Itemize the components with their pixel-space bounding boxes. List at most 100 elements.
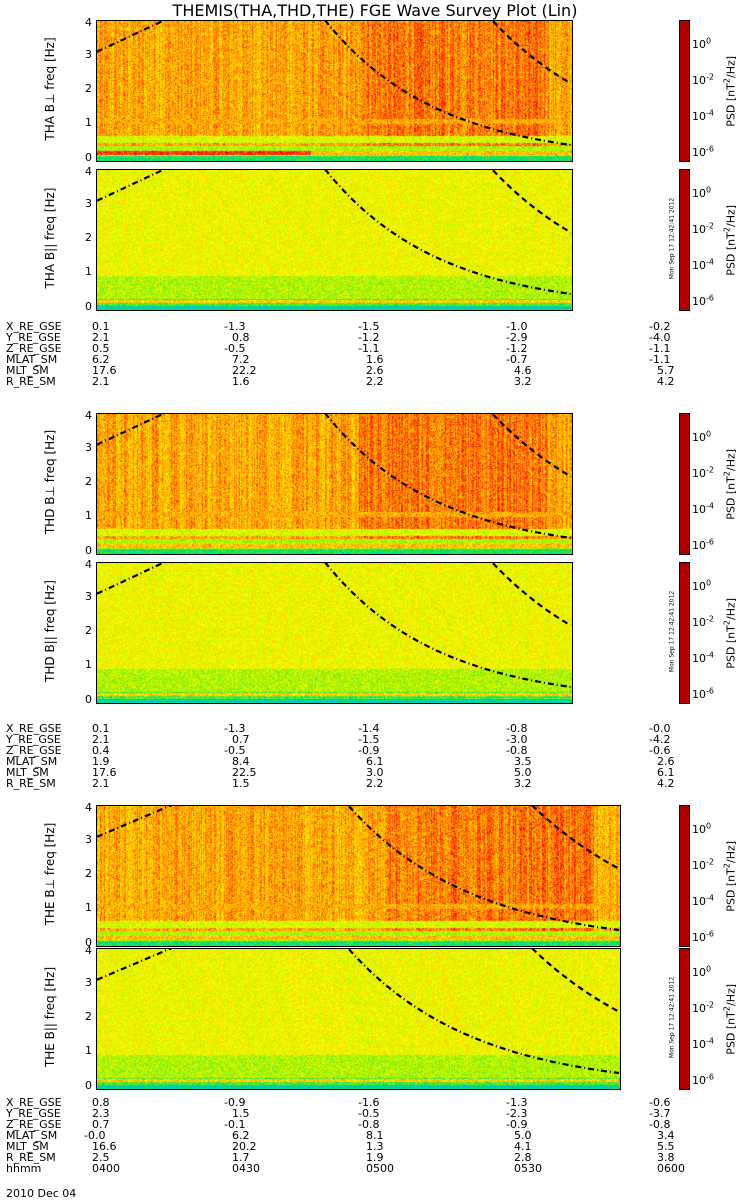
ephemeris-row: hhmm 0400 0430 0500 0530 0600 [6, 1163, 746, 1174]
ephemeris-value: 0500 [366, 1162, 394, 1175]
ephemeris-value: 1.9 [366, 1151, 384, 1164]
colorbar-tick-label: 100 [692, 185, 712, 200]
ephemeris-row: X_RE_GSE 0.8 -0.9 -1.6 -1.3 -0.6 [6, 1097, 746, 1108]
freq-tick-label: 1 [85, 1044, 92, 1058]
fc-line-2 [324, 21, 572, 147]
spectrogram-image [97, 806, 620, 946]
colorbar-tick-label: 10-2 [692, 857, 714, 872]
colorbar [679, 805, 690, 947]
ephemeris-value: -3.7 [649, 1107, 671, 1120]
spectrogram-panel [96, 413, 573, 555]
ephemeris-value: 2.1 [92, 375, 110, 388]
gyrofrequency-overlay [97, 170, 572, 296]
fc-line-3 [492, 563, 572, 627]
ephemeris-value: -1.1 [649, 342, 671, 355]
ephemeris-value: -4.2 [649, 733, 671, 746]
gyrofrequency-overlay [97, 949, 620, 1075]
ephemeris-value: 0.8 [92, 1096, 110, 1109]
gyrofrequency-overlay [97, 806, 620, 932]
ephemeris-value: 1.6 [232, 375, 250, 388]
ephemeris-label: Z_RE_GSE [6, 342, 62, 355]
ephemeris-value: 0.1 [92, 722, 110, 735]
freq-tick-label: 0 [85, 543, 92, 557]
ephemeris-value: -0.5 [358, 1107, 380, 1120]
freq-tick-label: 3 [85, 441, 92, 455]
ephemeris-value: 0.1 [92, 320, 110, 333]
ephemeris-label: R_RE_SM [6, 777, 56, 790]
ephemeris-value: 2.6 [366, 364, 384, 377]
ephemeris-label: MLAT_SM [6, 1129, 58, 1142]
ephemeris-value: 0.7 [232, 733, 250, 746]
ephemeris-row: MLAT_SM -0.0 6.2 8.1 5.0 3.4 [6, 1130, 746, 1141]
colorbar-tick-label: 10-6 [692, 537, 714, 552]
plot-title: THEMIS(THA,THD,THE) FGE Wave Survey Plot… [172, 1, 578, 20]
ephemeris-row: MLT_SM 17.6 22.5 3.0 5.0 6.1 [6, 767, 746, 778]
fc-line-1 [97, 21, 166, 53]
ephemeris-value: 5.7 [657, 364, 675, 377]
gyrofrequency-overlay [97, 414, 572, 540]
ephemeris-row: MLAT_SM 6.2 7.2 1.6 -0.7 -1.1 [6, 354, 746, 365]
ephemeris-value: -1.2 [358, 331, 380, 344]
ephemeris-value: 0.5 [92, 342, 110, 355]
fc-line-2 [324, 414, 572, 540]
ephemeris-row: Y_RE_GSE 2.1 0.7 -1.5 -3.0 -4.2 [6, 734, 746, 745]
colorbar-label: PSD [nT2/Hz] [722, 448, 738, 520]
fc-line-2 [348, 806, 620, 932]
ephemeris-label: MLT_SM [6, 364, 49, 377]
colorbar-label: PSD [nT2/Hz] [722, 55, 738, 127]
ephemeris-label: MLAT_SM [6, 353, 58, 366]
freq-tick-label: 4 [85, 409, 92, 422]
ephemeris-value: -0.1 [224, 1118, 246, 1131]
ephemeris-value: 2.3 [92, 1107, 110, 1120]
freq-tick-label: 3 [85, 976, 92, 990]
colorbar-tick-label: 10-6 [692, 686, 714, 701]
ephemeris-value: 4.6 [514, 364, 532, 377]
freq-tick-label: 4 [85, 944, 92, 957]
ephemeris-value: 3.4 [657, 1129, 675, 1142]
ephemeris-value: -2.3 [506, 1107, 528, 1120]
ephemeris-value: 3.8 [657, 1151, 675, 1164]
panel-y-label: THE B⊥ freq [Hz] [43, 822, 57, 926]
colorbar-tick-label: 10-2 [692, 72, 714, 87]
spectrogram-image [97, 414, 572, 554]
ephemeris-label: Y_RE_GSE [6, 331, 61, 344]
freq-tick-label: 2 [85, 867, 92, 881]
ephemeris-value: 3.0 [366, 766, 384, 779]
ephemeris-value: 4.2 [657, 777, 675, 790]
freq-tick-label: 3 [85, 197, 92, 211]
gyrofrequency-overlay [97, 563, 572, 689]
ephemeris-value: 0430 [232, 1162, 260, 1175]
freq-tick-label: 0 [85, 935, 92, 949]
ephemeris-table: X_RE_GSE 0.1 -1.3 -1.4 -0.8 -0.0 Y_RE_GSE 2.1 0.… [6, 723, 746, 789]
freq-tick-label: 2 [85, 231, 92, 245]
ephemeris-value: 0.7 [92, 1118, 110, 1131]
timestamp-label: Mon Sep 17 12:42:41 2012 [668, 197, 676, 280]
ephemeris-table: X_RE_GSE 0.1 -1.3 -1.5 -1.0 -0.2 Y_RE_GSE 2.1 0.… [6, 321, 746, 387]
ephemeris-value: -1.4 [358, 722, 380, 735]
ephemeris-value: -0.8 [506, 722, 528, 735]
colorbar [679, 169, 690, 311]
ephemeris-value: 2.6 [657, 755, 675, 768]
ephemeris-value: 17.6 [92, 364, 117, 377]
freq-tick-label: 1 [85, 658, 92, 672]
ephemeris-value: 3.5 [514, 755, 532, 768]
colorbar-tick-label: 100 [692, 36, 712, 51]
colorbar [679, 413, 690, 555]
ephemeris-row: R_RE_SM 2.5 1.7 1.9 2.8 3.8 [6, 1152, 746, 1163]
fc-line-1 [97, 806, 173, 838]
timestamp-label: Mon Sep 17 12:42:41 2012 [668, 590, 676, 673]
ephemeris-value: 6.2 [92, 353, 110, 366]
spectrogram-panel [96, 805, 621, 947]
ephemeris-value: -0.9 [506, 1118, 528, 1131]
freq-tick-label: 2 [85, 1010, 92, 1024]
ephemeris-value: 2.5 [92, 1151, 110, 1164]
ephemeris-label: MLT_SM [6, 766, 49, 779]
ephemeris-value: -0.9 [224, 1096, 246, 1109]
freq-tick-label: 4 [85, 165, 92, 178]
ephemeris-value: 16.6 [92, 1140, 117, 1153]
colorbar-tick-label: 10-4 [692, 108, 714, 123]
colorbar-tick-label: 100 [692, 578, 712, 593]
ephemeris-value: -4.0 [649, 331, 671, 344]
ephemeris-label: X_RE_GSE [6, 722, 62, 735]
freq-tick-label: 4 [85, 558, 92, 571]
